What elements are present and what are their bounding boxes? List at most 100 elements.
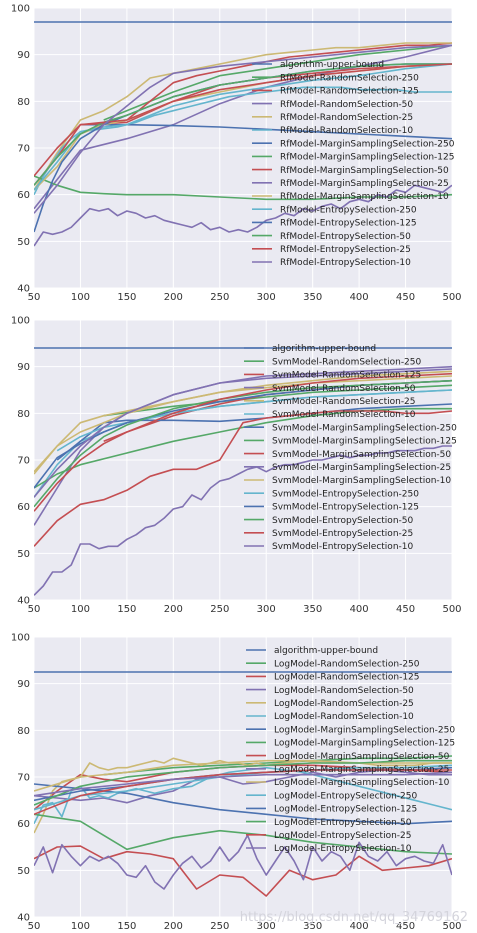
x-tick-label: 50 bbox=[28, 921, 41, 932]
legend-label: LogModel-RandomSelection-125 bbox=[274, 673, 420, 683]
y-tick-label: 90 bbox=[17, 50, 30, 61]
legend-label: SvmModel-RandomSelection-25 bbox=[272, 397, 416, 407]
y-tick-label: 100 bbox=[11, 633, 30, 644]
series-line bbox=[34, 759, 452, 792]
y-tick-label: 40 bbox=[17, 596, 30, 607]
legend-label: SvmModel-RandomSelection-50 bbox=[272, 384, 416, 394]
legend-label: algorithm-upper-bound bbox=[274, 646, 378, 656]
series-line bbox=[34, 184, 452, 247]
legend-label: RfModel-RandomSelection-125 bbox=[280, 87, 419, 97]
series-line bbox=[34, 375, 452, 475]
series-line bbox=[34, 42, 452, 191]
legend-label: SvmModel-EntropySelection-250 bbox=[272, 489, 419, 499]
legend-label: SvmModel-EntropySelection-125 bbox=[272, 503, 419, 513]
legend-label: SvmModel-RandomSelection-125 bbox=[272, 371, 421, 381]
series-line bbox=[34, 759, 452, 806]
x-tick-label: 400 bbox=[350, 292, 369, 303]
y-tick-label: 40 bbox=[17, 284, 30, 295]
x-tick-label: 250 bbox=[210, 921, 229, 932]
legend-label: LogModel-EntropySelection-125 bbox=[274, 805, 417, 815]
x-tick-label: 100 bbox=[71, 292, 90, 303]
x-tick-label: 150 bbox=[117, 921, 136, 932]
legend-label: SvmModel-EntropySelection-10 bbox=[272, 542, 413, 552]
y-tick-label: 60 bbox=[17, 502, 30, 513]
legend-label: RfModel-MarginSamplingSelection-10 bbox=[280, 192, 449, 202]
series-line bbox=[34, 86, 452, 196]
x-tick-label: 250 bbox=[210, 604, 229, 615]
x-tick-label: 100 bbox=[71, 604, 90, 615]
series-line bbox=[34, 764, 452, 811]
legend-label: SvmModel-RandomSelection-250 bbox=[272, 357, 422, 367]
legend-label: LogModel-MarginSamplingSelection-250 bbox=[274, 725, 455, 735]
y-tick-label: 80 bbox=[17, 97, 30, 108]
series-line bbox=[34, 834, 452, 890]
legend-label: RfModel-EntropySelection-25 bbox=[280, 245, 411, 255]
legend-label: LogModel-EntropySelection-25 bbox=[274, 831, 412, 841]
series-lines bbox=[34, 21, 452, 247]
legend-label: RfModel-EntropySelection-50 bbox=[280, 232, 411, 242]
x-tick-label: 450 bbox=[396, 921, 415, 932]
legend-label: SvmModel-EntropySelection-50 bbox=[272, 516, 413, 526]
x-tick-label: 200 bbox=[164, 604, 183, 615]
legend: algorithm-upper-bound RfModel-RandomSelec… bbox=[252, 60, 455, 268]
series-line bbox=[34, 445, 452, 596]
legend-label: algorithm-upper-bound bbox=[272, 344, 376, 354]
x-tick-label: 150 bbox=[117, 292, 136, 303]
legend-label: RfModel-EntropySelection-125 bbox=[280, 219, 417, 229]
x-tick-label: 200 bbox=[164, 292, 183, 303]
y-tick-label: 60 bbox=[17, 190, 30, 201]
series-lines bbox=[34, 347, 452, 596]
series-line bbox=[34, 813, 452, 855]
legend: algorithm-upper-bound SvmModel-RandomSele… bbox=[244, 344, 457, 552]
x-tick-label: 450 bbox=[396, 604, 415, 615]
legend-label: SvmModel-MarginSamplingSelection-50 bbox=[272, 450, 451, 460]
legend-label: LogModel-RandomSelection-250 bbox=[274, 659, 420, 669]
series-line bbox=[34, 44, 452, 214]
series-line bbox=[56, 389, 452, 452]
series-line bbox=[34, 63, 452, 186]
legend-label: RfModel-RandomSelection-25 bbox=[280, 113, 413, 123]
legend-label: LogModel-MarginSamplingSelection-10 bbox=[274, 778, 450, 788]
x-tick-label: 300 bbox=[257, 292, 276, 303]
legend-label: RfModel-MarginSamplingSelection-250 bbox=[280, 139, 455, 149]
x-tick-label: 350 bbox=[303, 921, 322, 932]
y-tick-label: 90 bbox=[17, 362, 30, 373]
legend-label: RfModel-MarginSamplingSelection-125 bbox=[280, 153, 454, 163]
legend-label: LogModel-MarginSamplingSelection-25 bbox=[274, 765, 449, 775]
series-line bbox=[34, 365, 452, 498]
legend-label: LogModel-EntropySelection-10 bbox=[274, 844, 412, 854]
series-line bbox=[56, 403, 452, 461]
x-tick-label: 350 bbox=[303, 292, 322, 303]
legend-label: LogModel-RandomSelection-25 bbox=[274, 699, 414, 709]
legend-label: RfModel-MarginSamplingSelection-25 bbox=[280, 179, 449, 189]
legend-label: RfModel-RandomSelection-10 bbox=[280, 126, 413, 136]
x-tick-label: 500 bbox=[442, 292, 461, 303]
series-line bbox=[34, 379, 452, 508]
legend-label: SvmModel-RandomSelection-10 bbox=[272, 410, 416, 420]
legend-label: RfModel-EntropySelection-10 bbox=[280, 258, 411, 268]
series-line bbox=[34, 372, 452, 512]
legend-label: RfModel-EntropySelection-250 bbox=[280, 205, 417, 215]
legend-label: LogModel-MarginSamplingSelection-125 bbox=[274, 739, 455, 749]
x-tick-label: 50 bbox=[28, 292, 41, 303]
legend-label: SvmModel-MarginSamplingSelection-250 bbox=[272, 423, 457, 433]
y-tick-label: 90 bbox=[17, 679, 30, 690]
legend-label: SvmModel-MarginSamplingSelection-125 bbox=[272, 437, 457, 447]
x-tick-label: 150 bbox=[117, 604, 136, 615]
x-tick-label: 450 bbox=[396, 292, 415, 303]
y-tick-label: 70 bbox=[17, 773, 30, 784]
x-tick-label: 400 bbox=[350, 604, 369, 615]
legend-label: LogModel-EntropySelection-250 bbox=[274, 791, 417, 801]
x-tick-label: 50 bbox=[28, 604, 41, 615]
x-tick-label: 300 bbox=[257, 604, 276, 615]
y-tick-label: 100 bbox=[11, 4, 30, 15]
legend-label: LogModel-MarginSamplingSelection-50 bbox=[274, 752, 450, 762]
y-tick-label: 50 bbox=[17, 549, 30, 560]
legend-label: LogModel-RandomSelection-10 bbox=[274, 712, 414, 722]
series-line bbox=[34, 410, 452, 547]
legend-label: SvmModel-MarginSamplingSelection-10 bbox=[272, 476, 451, 486]
legend: algorithm-upper-bound LogModel-RandomSele… bbox=[246, 646, 455, 854]
